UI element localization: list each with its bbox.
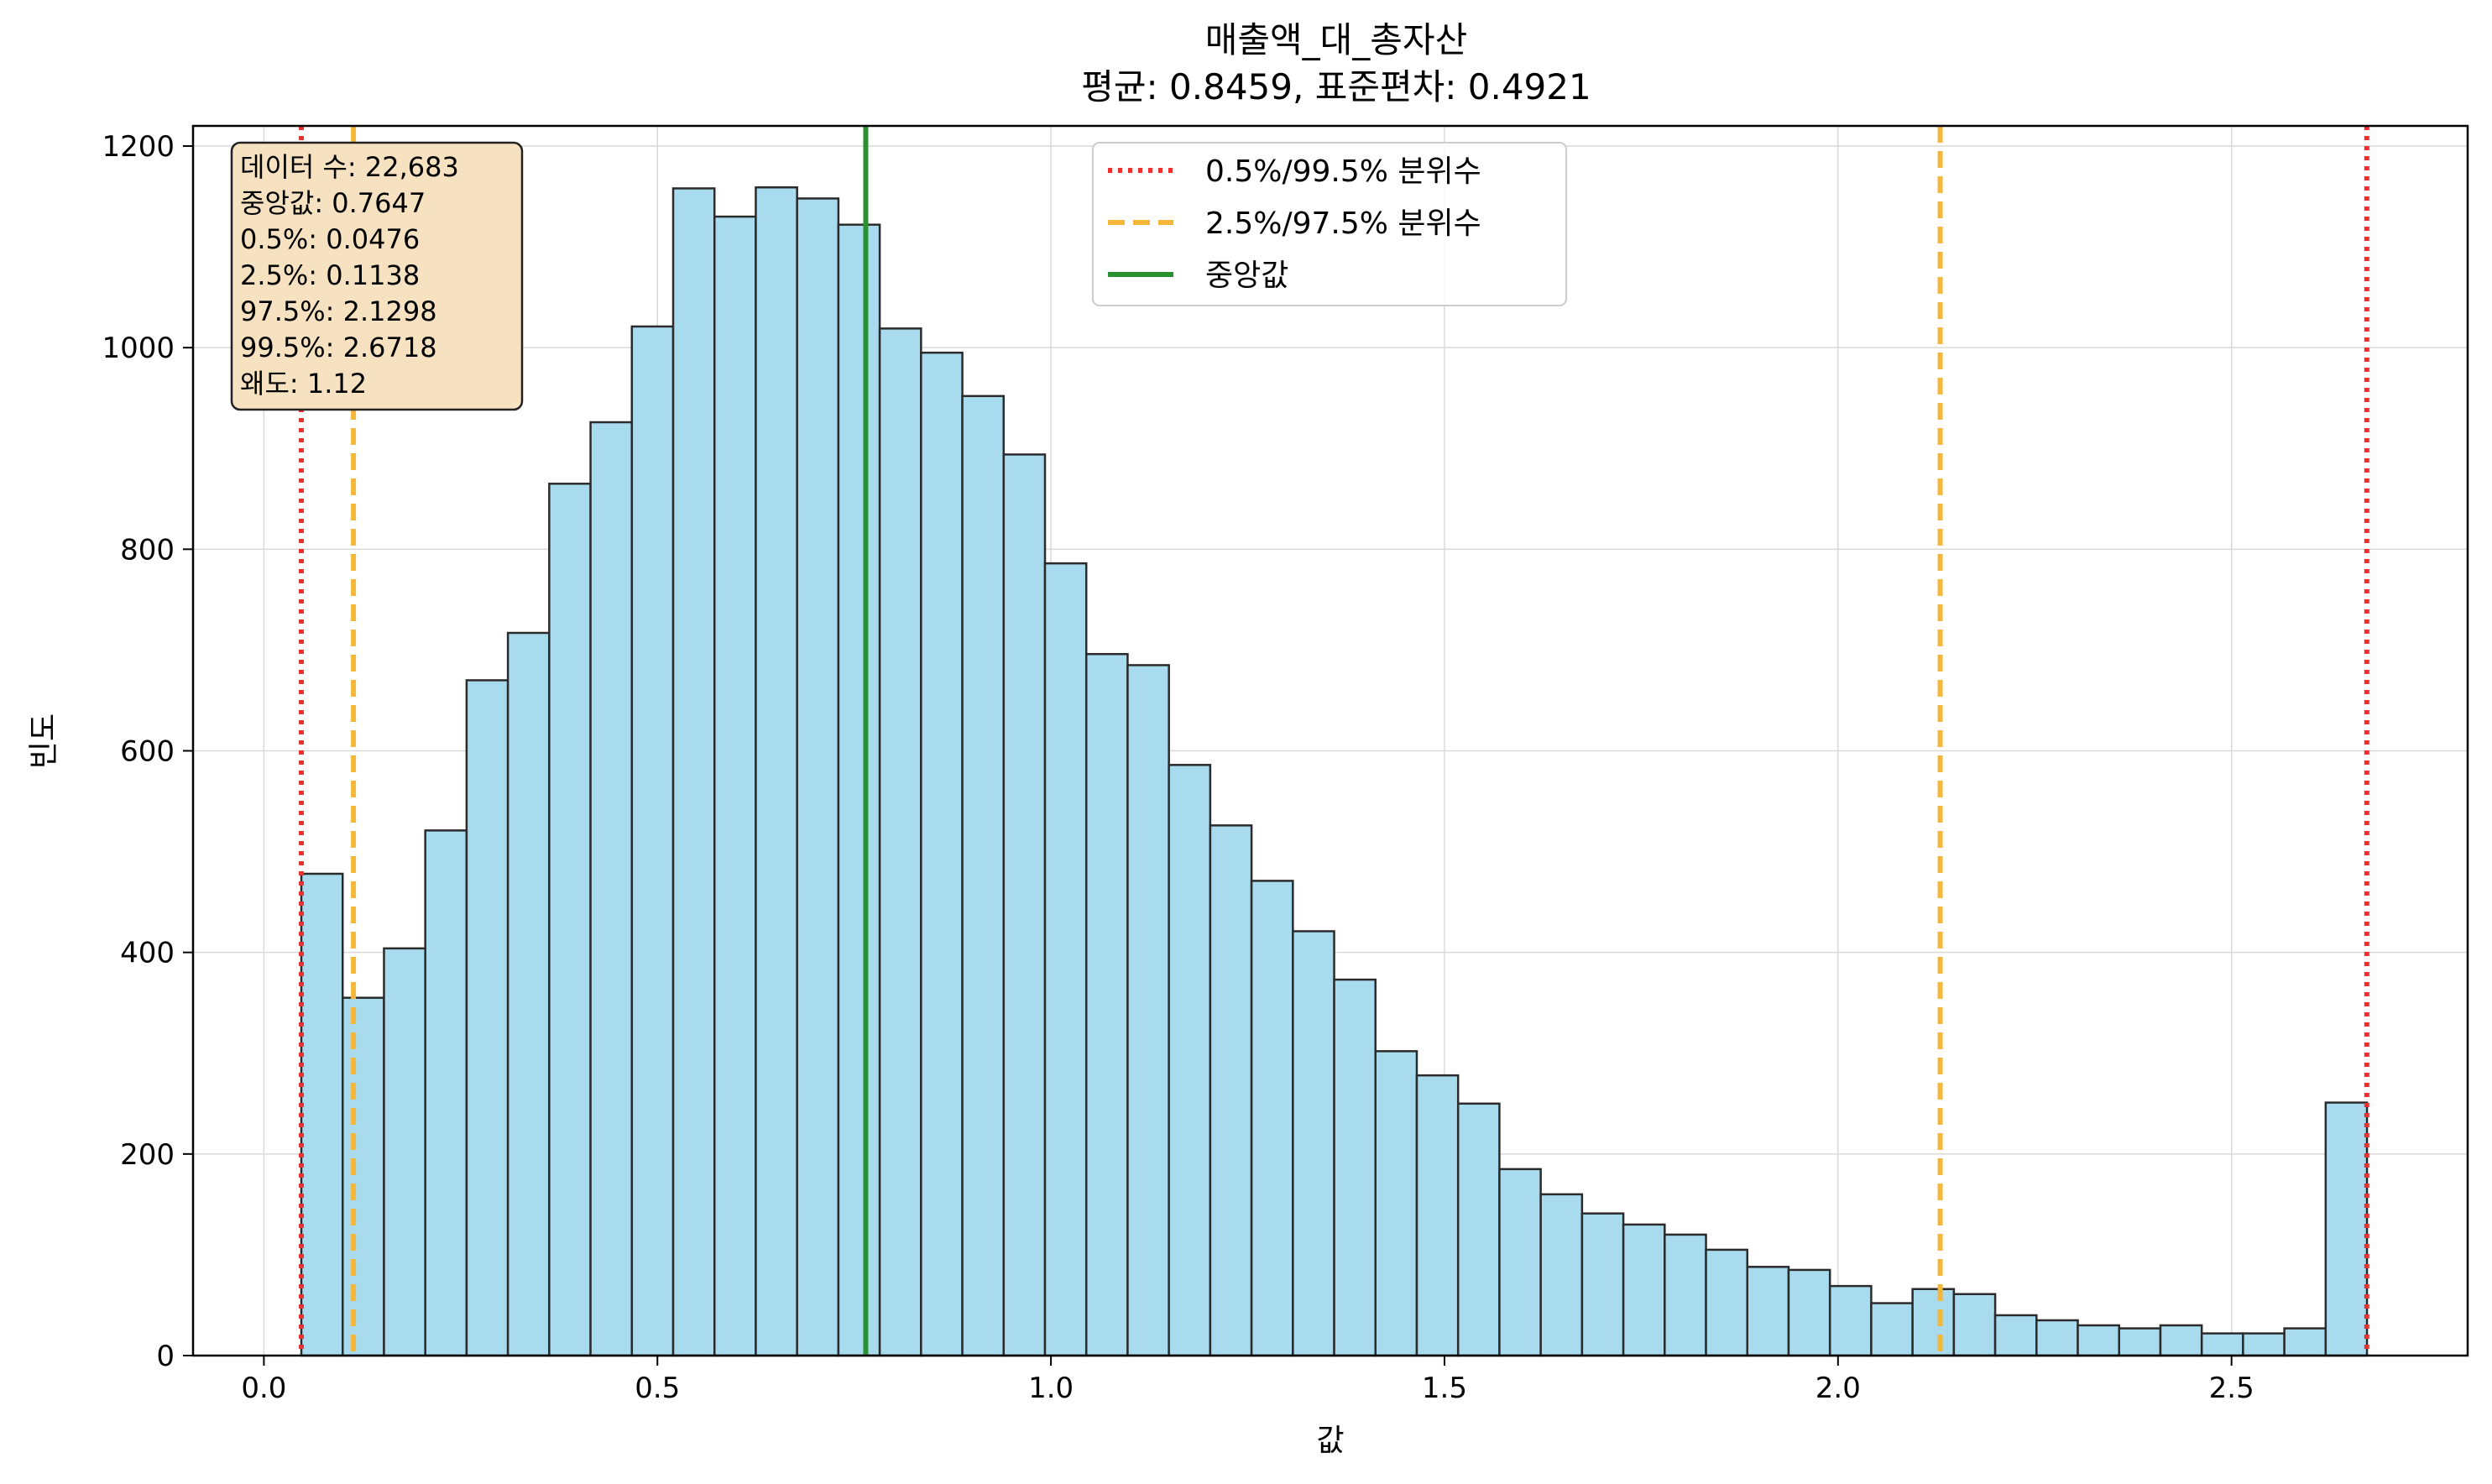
x-tick-label: 0.0 — [241, 1372, 286, 1405]
histogram-bar — [548, 483, 592, 1357]
histogram-bar — [1168, 764, 1212, 1357]
histogram-bar — [465, 679, 509, 1357]
histogram-bar — [1539, 1193, 1584, 1357]
histogram-bar — [1002, 453, 1047, 1357]
histogram-bar — [1952, 1293, 1997, 1357]
y-tick-label: 200 — [120, 1138, 175, 1172]
stats-line-p99-5: 99.5%: 2.6718 — [240, 332, 437, 363]
histogram-bar — [1209, 824, 1253, 1357]
x-axis-ticks: 0.0 0.5 1.0 1.5 2.0 2.5 — [241, 1356, 2254, 1405]
histogram-bar — [630, 325, 675, 1357]
histogram-bar — [589, 421, 634, 1357]
stats-box-background — [230, 141, 524, 411]
y-axis-ticks: 0 200 400 600 800 1000 1200 — [102, 130, 193, 1373]
stats-line-count: 데이터 수: 22,683 — [240, 151, 459, 183]
y-tick-label: 600 — [120, 735, 175, 769]
stats-line-p2-5: 2.5%: 0.1138 — [240, 259, 420, 291]
stats-line-p97-5: 97.5%: 2.1298 — [240, 295, 437, 327]
legend-frame — [1092, 142, 1567, 306]
chart-title: 매출액_대_총자산 — [1205, 19, 1467, 60]
x-tick-label: 1.5 — [1422, 1372, 1467, 1405]
legend-label-p0-5: 0.5%/99.5% 분위수 — [1205, 154, 1481, 189]
histogram-bar — [1292, 930, 1335, 1357]
chart-subtitle: 평균: 0.8459, 표준편차: 0.4921 — [1081, 66, 1591, 107]
histogram-bar — [342, 996, 385, 1357]
histogram-bar — [1993, 1314, 2038, 1357]
histogram-bar — [1043, 562, 1088, 1357]
histogram-bar — [1746, 1266, 1790, 1357]
stats-box: 데이터 수: 22,683 중앙값: 0.7647 0.5%: 0.0476 2… — [230, 141, 524, 411]
histogram-bar — [878, 327, 922, 1357]
histogram-bar — [1705, 1248, 1749, 1357]
histogram-bar — [755, 186, 798, 1357]
histogram-bar — [1084, 652, 1129, 1357]
histogram-bar — [1911, 1288, 1956, 1357]
x-tick-label: 2.5 — [2209, 1372, 2254, 1405]
histogram-bar — [961, 395, 1006, 1357]
stats-line-p0-5: 0.5%: 0.0476 — [240, 223, 420, 255]
histogram-bar — [2283, 1327, 2327, 1357]
x-tick-label: 2.0 — [1815, 1372, 1861, 1405]
histogram-bar — [2118, 1327, 2162, 1357]
histogram-bar — [1374, 1050, 1418, 1357]
histogram-bar — [1250, 880, 1294, 1357]
histogram-bar — [796, 197, 840, 1357]
legend-label-p2-5: 2.5%/97.5% 분위수 — [1205, 206, 1481, 241]
histogram-bar — [1333, 978, 1377, 1357]
y-tick-label: 1000 — [102, 332, 175, 365]
histogram-bar — [2077, 1324, 2120, 1357]
histogram-bar — [2035, 1319, 2079, 1357]
histogram-bar — [2159, 1324, 2203, 1357]
histogram-bar — [2324, 1101, 2369, 1357]
y-tick-label: 400 — [120, 937, 175, 970]
histogram-bar — [2242, 1332, 2286, 1357]
legend-label-median: 중앙값 — [1205, 259, 1288, 293]
histogram-bar — [1787, 1268, 1831, 1357]
stats-line-skew: 왜도: 1.12 — [240, 368, 367, 400]
x-tick-label: 0.5 — [635, 1372, 680, 1405]
histogram-bar — [300, 872, 344, 1357]
histogram-bar — [1498, 1168, 1542, 1357]
legend: 0.5%/99.5% 분위수 2.5%/97.5% 분위수 중앙값 — [1092, 142, 1567, 306]
histogram-bar — [920, 351, 964, 1357]
histogram-bar — [1664, 1233, 1707, 1357]
histogram-bar — [1870, 1302, 1914, 1357]
y-tick-label: 800 — [120, 533, 175, 567]
plot-frame — [191, 124, 2469, 1357]
y-axis-label: 빈도 — [27, 713, 61, 769]
histogram-bar — [506, 631, 551, 1357]
histogram-bar — [1415, 1074, 1460, 1357]
histogram-bar — [383, 947, 426, 1357]
x-tick-label: 1.0 — [1028, 1372, 1074, 1405]
histogram-bar — [2200, 1332, 2244, 1357]
y-tick-label: 1200 — [102, 130, 175, 164]
histogram-bar — [837, 223, 881, 1357]
histogram-bar — [424, 829, 468, 1357]
y-tick-label: 0 — [156, 1340, 175, 1373]
histogram-bar — [1126, 664, 1170, 1357]
histogram-bar — [1828, 1284, 1873, 1357]
histogram-bar — [1580, 1212, 1625, 1357]
histogram-bars — [300, 186, 2369, 1357]
x-axis-label: 값 — [1316, 1424, 1344, 1458]
histogram-bar — [713, 215, 757, 1357]
histogram-bar — [1456, 1102, 1501, 1357]
histogram-bar — [1622, 1223, 1666, 1357]
histogram-bar — [671, 187, 716, 1357]
stats-line-median: 중앙값: 0.7647 — [240, 187, 426, 219]
